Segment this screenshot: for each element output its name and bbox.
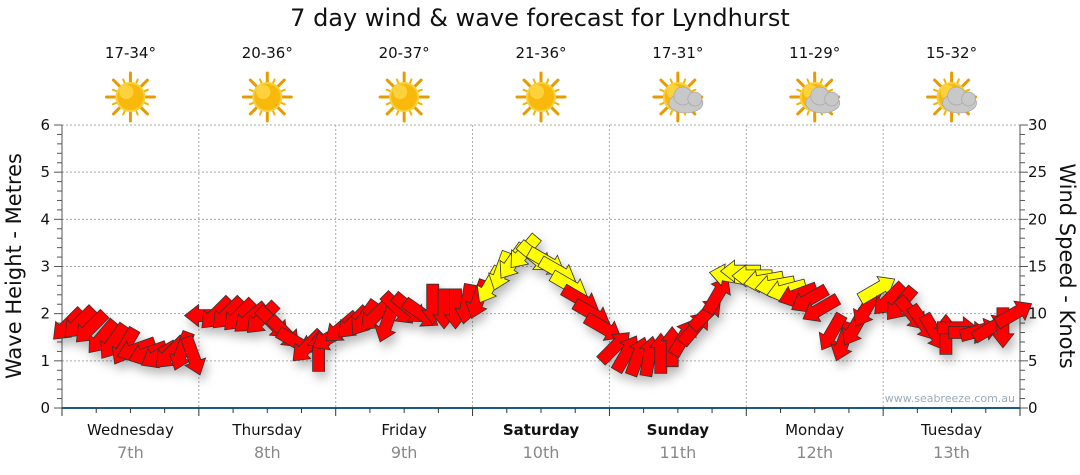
right-tick-label: 30: [1028, 116, 1047, 134]
daily-weather-header: 17-34° 20-36° 20-37° 21-36° 17-31° 11-29° 15-3…: [104, 44, 978, 123]
day-label: Sunday: [647, 421, 710, 439]
date-label: 9th: [391, 443, 418, 462]
partly-cloudy-icon: [789, 71, 841, 123]
left-tick-label: 5: [40, 163, 50, 181]
wind-arrow: [993, 300, 1033, 330]
date-label: 13th: [933, 443, 970, 462]
partly-cloudy-icon: [926, 71, 978, 123]
day-label: Tuesday: [920, 421, 982, 439]
right-tick-label: 25: [1028, 163, 1047, 181]
temp-range: 11-29°: [789, 44, 840, 62]
wind-arrow: [802, 293, 842, 322]
left-tick-label: 6: [40, 116, 50, 134]
date-label: 7th: [117, 443, 144, 462]
watermark: www.seabreeze.com.au: [885, 392, 1015, 405]
chart-title: 7 day wind & wave forecast for Lyndhurst: [290, 4, 790, 32]
sun-icon: [241, 71, 293, 123]
date-label: 10th: [523, 443, 560, 462]
left-tick-label: 3: [40, 258, 50, 276]
right-tick-label: 15: [1028, 258, 1047, 276]
right-tick-label: 0: [1028, 399, 1038, 417]
wind-arrows: [53, 232, 1033, 378]
right-axis-title: Wind Speed - Knots: [1055, 163, 1079, 368]
day-label: Monday: [785, 421, 844, 439]
left-axis-title: Wave Height - Metres: [2, 153, 26, 379]
sun-icon: [104, 71, 156, 123]
axes: 0 01 52 103 154 205 256 30Wednesday7thThursday8…: [40, 116, 1047, 462]
temp-range: 20-37°: [379, 44, 430, 62]
day-label: Friday: [381, 421, 427, 439]
right-tick-label: 10: [1028, 305, 1047, 323]
temp-range: 17-34°: [105, 44, 156, 62]
left-tick-label: 2: [40, 305, 50, 323]
wind-arrow: [582, 312, 622, 341]
temp-range: 17-31°: [652, 44, 703, 62]
sun-icon: [378, 71, 430, 123]
date-label: 8th: [254, 443, 281, 462]
temp-range: 20-36°: [242, 44, 293, 62]
sun-icon: [515, 71, 567, 123]
wind-arrow: [180, 334, 207, 376]
day-label: Saturday: [503, 421, 580, 439]
date-label: 11th: [659, 443, 696, 462]
date-label: 12th: [796, 443, 833, 462]
left-tick-label: 0: [40, 399, 50, 417]
temp-range: 21-36°: [515, 44, 566, 62]
day-label: Wednesday: [87, 421, 174, 439]
temp-range: 15-32°: [926, 44, 977, 62]
day-label: Thursday: [231, 421, 302, 439]
right-tick-label: 20: [1028, 210, 1047, 228]
left-tick-label: 4: [40, 210, 50, 228]
right-tick-label: 5: [1028, 352, 1038, 370]
left-tick-label: 1: [40, 352, 50, 370]
partly-cloudy-icon: [652, 71, 704, 123]
wind-arrow: [702, 276, 731, 316]
